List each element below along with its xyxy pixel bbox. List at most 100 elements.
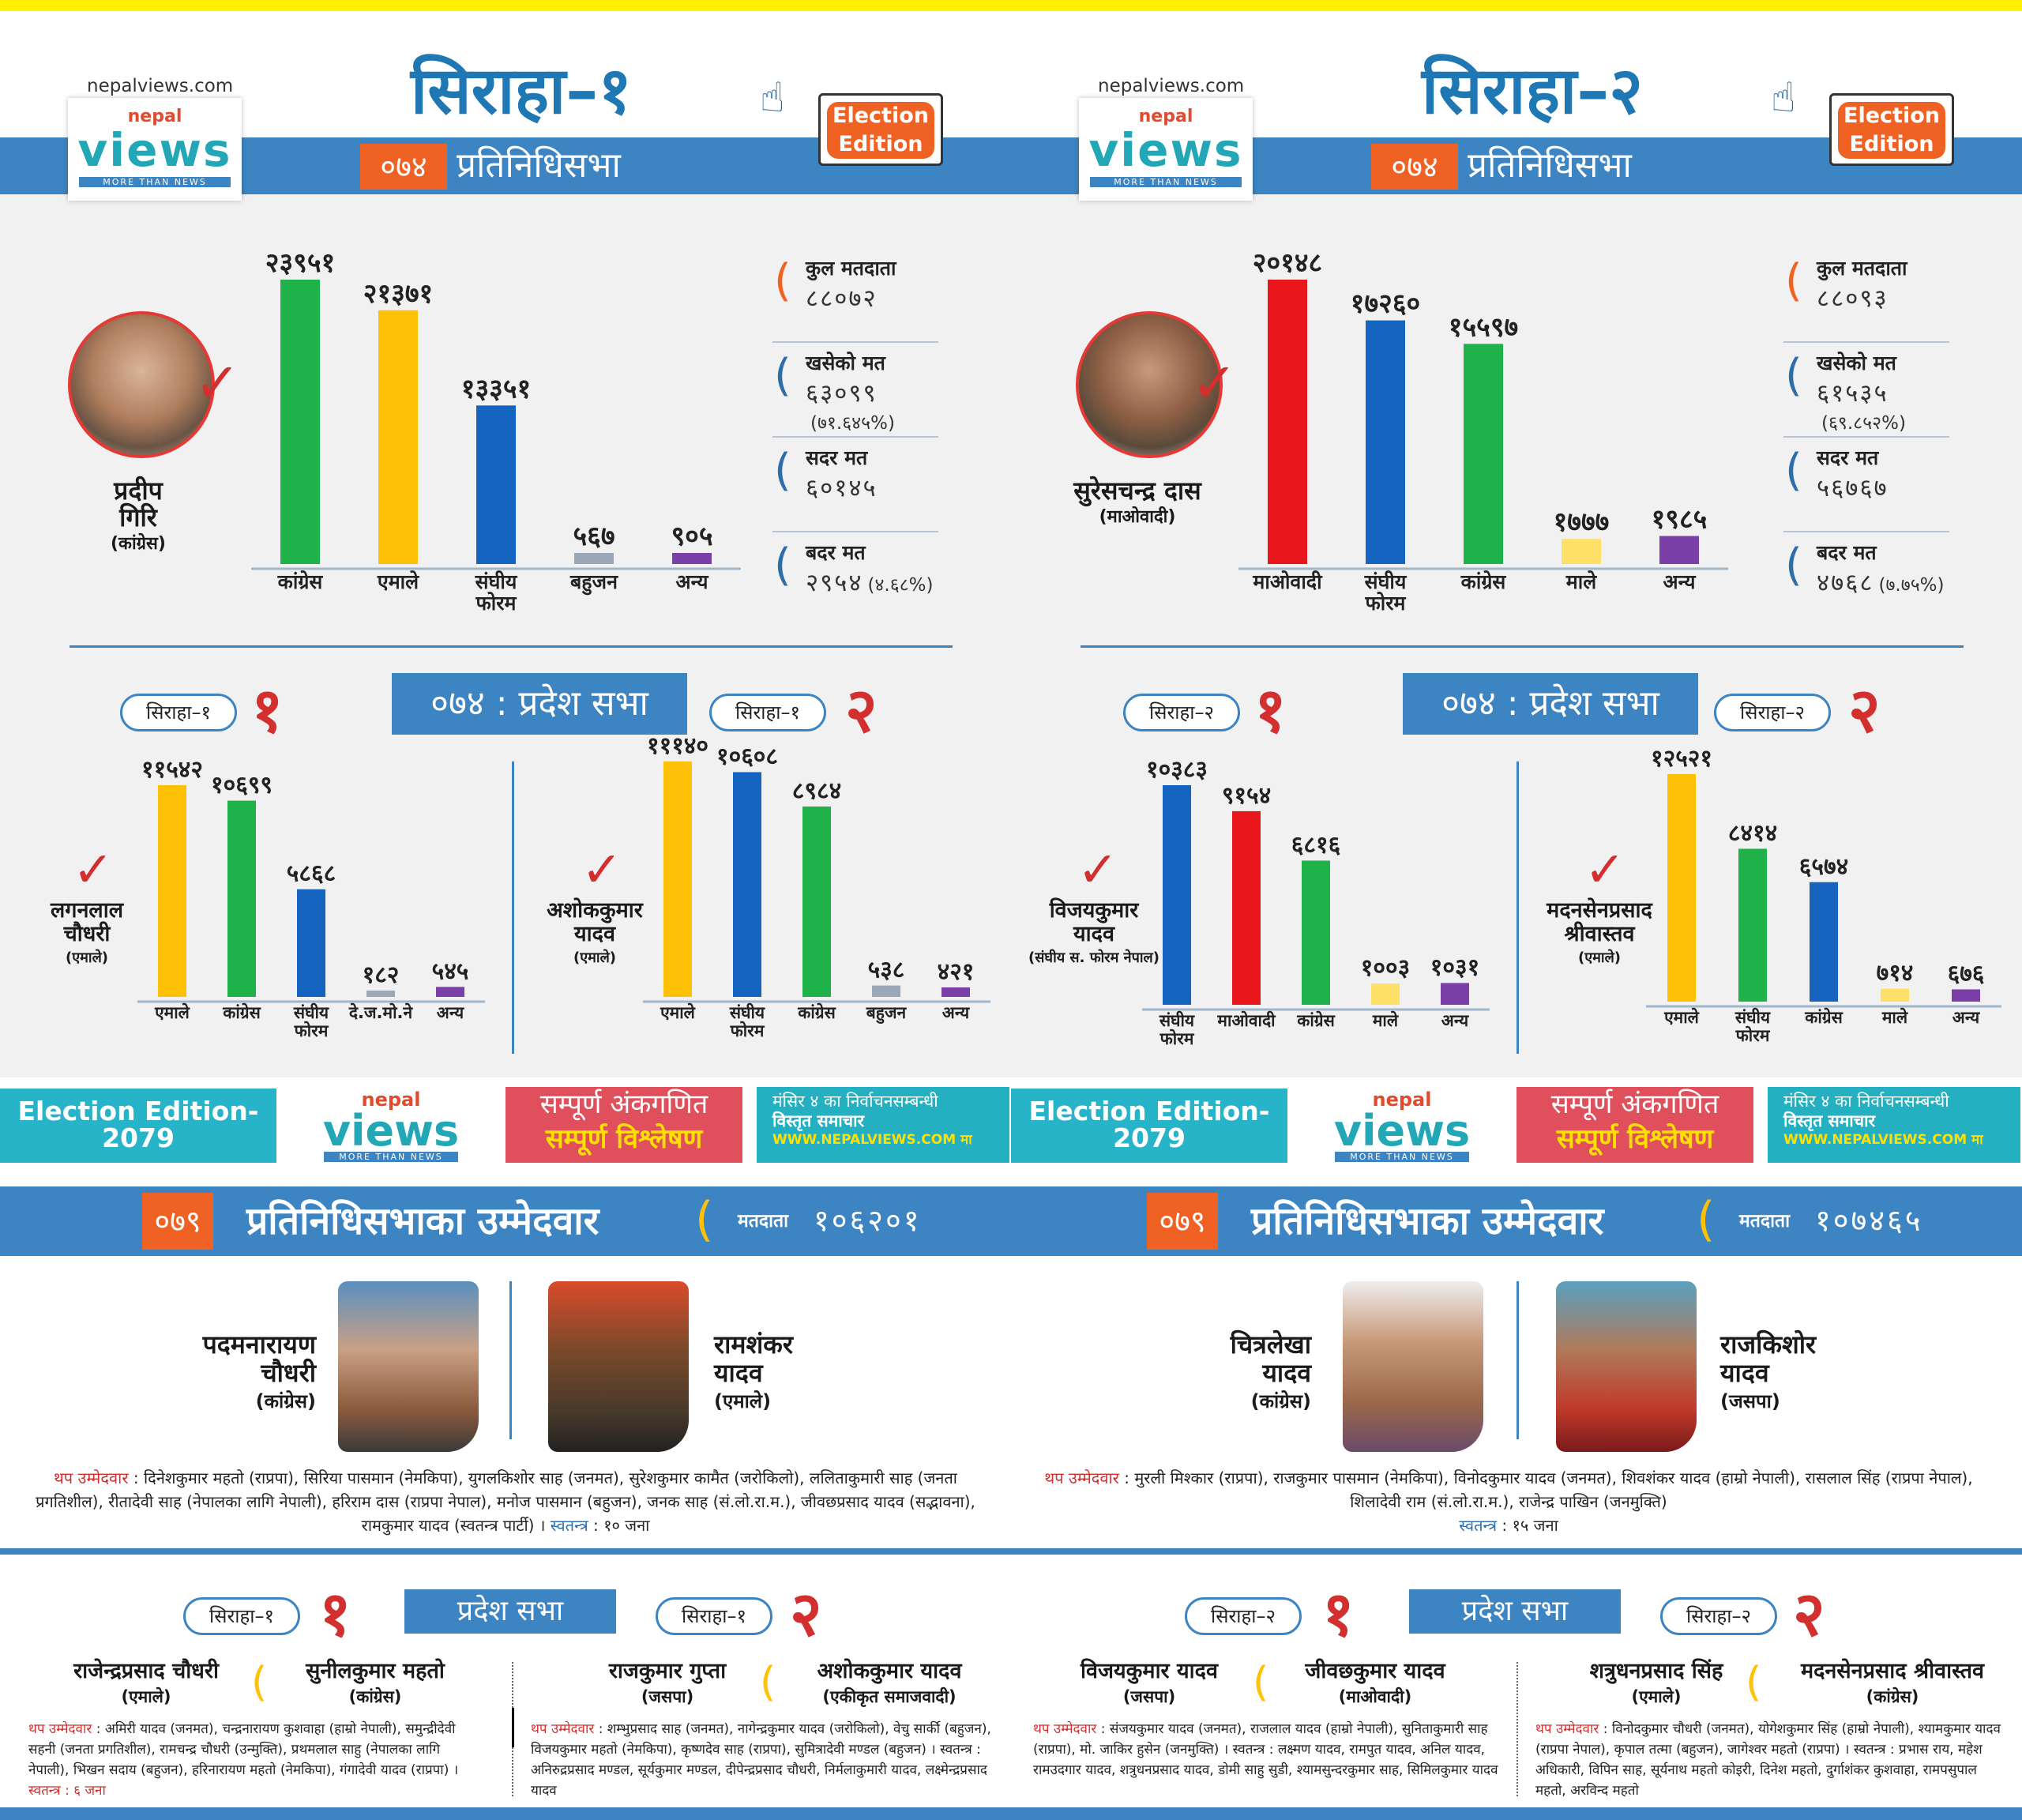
constituency-pill-1: सिराहा–२ xyxy=(1185,1597,1302,1635)
stat-label: कुल मतदाता xyxy=(1817,257,1907,280)
stats-box: (कुल मतदाता ८८०९३ (खसेको मत ६१५३५ (६९.८५२%)… xyxy=(1783,248,1949,627)
pradesh2-other-text: विनोदकुमार चौधरी (जनमत), योगेशकुमार सिंह… xyxy=(1535,1721,2001,1799)
value-label-2: ६८१६ xyxy=(1291,832,1340,859)
stat-total-voters: (कुल मतदाता ८८०७२ xyxy=(772,248,938,343)
stat-label: बदर मत xyxy=(1817,541,1877,564)
independent-count: : १५ जना xyxy=(1501,1516,1558,1535)
other-candidates: थप उम्मेदवार : दिनेशकुमार महतो (राप्रपा)… xyxy=(36,1468,975,1535)
p1-winner-check-icon: ✓ xyxy=(1077,840,1118,898)
column-separator xyxy=(512,1708,514,1747)
value-label-4: १९८५ xyxy=(1652,504,1708,536)
site-url: nepalviews.com xyxy=(1098,76,1245,96)
house-label: प्रतिनिधिसभा xyxy=(457,145,621,186)
bar-3 xyxy=(366,991,395,997)
p2-party: (एमाले) xyxy=(573,949,617,966)
bar-1 xyxy=(378,310,418,564)
category-label-2: कांग्रेस xyxy=(1296,1010,1335,1030)
news-url[interactable]: WWW.NEPALVIEWS.COM मा xyxy=(772,1132,972,1148)
bracket-icon: ( xyxy=(1746,1659,1762,1706)
category-label-1: कांग्रेस xyxy=(222,1002,261,1022)
bar-1 xyxy=(733,772,761,997)
house-label: प्रतिनिधिसभा xyxy=(1468,145,1632,186)
candidate-2: रामशंकर यादव (एमाले) xyxy=(714,1330,872,1416)
bar-1 xyxy=(1366,320,1405,564)
charts-layer: २३९५१कांग्रेस२१३७१एमाले१३३५१संघीयफोरम५६७… xyxy=(137,247,990,1040)
other-candidates-key: थप उम्मेदवार xyxy=(1044,1468,1119,1487)
site-url: nepalviews.com xyxy=(87,76,234,96)
bar-4 xyxy=(672,553,712,564)
bar-3 xyxy=(1371,983,1400,1005)
pradesh2-candidate-b-party: (एकीकृत समाजवादी) xyxy=(822,1687,957,1706)
p2-name-line2: श्रीवास्तव xyxy=(1564,922,1635,946)
bracket-icon: ( xyxy=(1785,445,1802,496)
pradesh2-candidate-a-name: शत्रुधनप्रसाद सिंह xyxy=(1589,1659,1723,1683)
p2-name-line1: मदनसेनप्रसाद xyxy=(1547,898,1652,923)
pradesh-title: प्रदेश सभा xyxy=(1409,1589,1621,1634)
bracket-icon: ( xyxy=(774,350,791,401)
value-label-3: ५३८ xyxy=(868,957,905,984)
news-link-banner[interactable]: मंसिर ४ का निर्वाचनसम्बन्धी विस्तृत समाचा… xyxy=(757,1087,1009,1163)
news-line1: मंसिर ४ का निर्वाचनसम्बन्धी xyxy=(1783,1092,1949,1111)
election-edition-text: Election Edition xyxy=(1838,102,1945,159)
voting-hand-icon: ☝ xyxy=(1771,74,1796,122)
logo-nepal-text: nepal xyxy=(1372,1089,1432,1111)
analysis-line2: सम्पूर्ण विश्लेषण xyxy=(545,1123,703,1155)
election-edition-text: Election Edition xyxy=(827,102,934,159)
bar-0 xyxy=(1268,280,1307,564)
value-label-3: १८२ xyxy=(363,961,400,989)
other-candidates: थप उम्मेदवार : मुरली मिश्कार (राप्रपा), … xyxy=(1044,1468,1973,1535)
analysis-banner: सम्पूर्ण अंकगणित सम्पूर्ण विश्लेषण xyxy=(1516,1087,1753,1163)
logo-views-text: views xyxy=(77,123,232,177)
winner-check-icon: ✓ xyxy=(1191,351,1238,416)
news-line1: मंसिर ४ का निर्वाचनसम्बन्धी xyxy=(772,1092,938,1111)
category-label-1: फोरम xyxy=(1365,592,1407,615)
candidate-2-name2: यादव xyxy=(714,1358,763,1388)
bar-2 xyxy=(1464,344,1503,564)
candidate-1: चित्रलेखा यादव (कांग्रेस) xyxy=(1153,1330,1311,1416)
candidate-1-name1: पदमनारायण xyxy=(202,1329,316,1359)
stat-value: ८८०७२ xyxy=(806,284,878,313)
news-link-banner[interactable]: मंसिर ४ का निर्वाचनसम्बन्धी विस्तृत समाचा… xyxy=(1768,1087,2020,1163)
other-candidates-text: मुरली मिश्कार (राप्रपा), राजकुमार पासमान… xyxy=(1134,1468,1973,1511)
constituency-pill-2: सिराहा–१ xyxy=(656,1597,772,1635)
logo-tagline: MORE THAN NEWS xyxy=(324,1152,458,1162)
stat-value: ४७६८ xyxy=(1817,569,1874,597)
pradesh1-candidate-a: विजयकुमार यादव (जसपा) xyxy=(1058,1659,1240,1709)
bar-3 xyxy=(1881,988,1909,1002)
bracket-icon: ( xyxy=(695,1192,714,1247)
logo-nepal-text: nepal xyxy=(361,1089,421,1111)
pradesh2-other-candidates: थप उम्मेदवार : विनोदकुमार चौधरी (जनमत), … xyxy=(1535,1721,2001,1799)
p1-name-line2: यादव xyxy=(1073,922,1114,946)
stat-label: कुल मतदाता xyxy=(806,257,896,280)
top-yellow-bar xyxy=(0,0,2022,11)
candidates-heading: प्रतिनिधिसभाका उम्मेदवार xyxy=(1251,1199,1604,1243)
winner-name: प्रदीप गिरि (कांग्रेस) xyxy=(79,477,197,558)
logo-views-text: views xyxy=(1333,1106,1471,1156)
bar-2 xyxy=(476,405,516,564)
value-label-3: ५६७ xyxy=(573,521,614,552)
bracket-icon: ( xyxy=(251,1659,268,1706)
voters-label: मतदाता xyxy=(1739,1211,1791,1232)
category-label-3: माले xyxy=(1565,570,1597,593)
pradesh-number-1: १ xyxy=(251,675,284,746)
nepal-views-logo: nepal views MORE THAN NEWS xyxy=(68,98,242,201)
category-label-1: संघीय xyxy=(1364,570,1408,593)
pradesh2-other-candidates: थप उम्मेदवार : शम्भुप्रसाद साह (जनमत), न… xyxy=(531,1721,991,1799)
candidates-heading: प्रतिनिधिसभाका उम्मेदवार xyxy=(246,1199,599,1243)
value-label-2: ६५७४ xyxy=(1799,853,1848,881)
news-url[interactable]: WWW.NEPALVIEWS.COM मा xyxy=(1783,1132,1983,1148)
stat-invalid-votes: (बदर मत ४७६८ (७.७५%) xyxy=(1783,532,1949,627)
bar-4 xyxy=(1441,983,1469,1005)
category-label-0: फोरम xyxy=(1159,1028,1195,1048)
section-rule xyxy=(1011,1548,2022,1555)
p1-winner-name: लगनलाल चौधरी (एमाले) xyxy=(24,899,150,970)
category-label-4: अन्य xyxy=(1952,1008,1980,1027)
category-label-4: अन्य xyxy=(1663,570,1697,593)
logo-tagline: MORE THAN NEWS xyxy=(79,177,231,187)
year-badge: ०७९ xyxy=(1147,1193,1218,1250)
value-label-2: १३३५१ xyxy=(461,373,531,404)
bar-4 xyxy=(1952,989,1980,1002)
bar-3 xyxy=(574,553,614,564)
pradesh1-other-candidates: थप उम्मेदवार : अमिरी यादव (जनमत), चन्द्र… xyxy=(28,1721,459,1799)
other-candidates-key: थप उम्मेदवार xyxy=(1535,1721,1599,1737)
